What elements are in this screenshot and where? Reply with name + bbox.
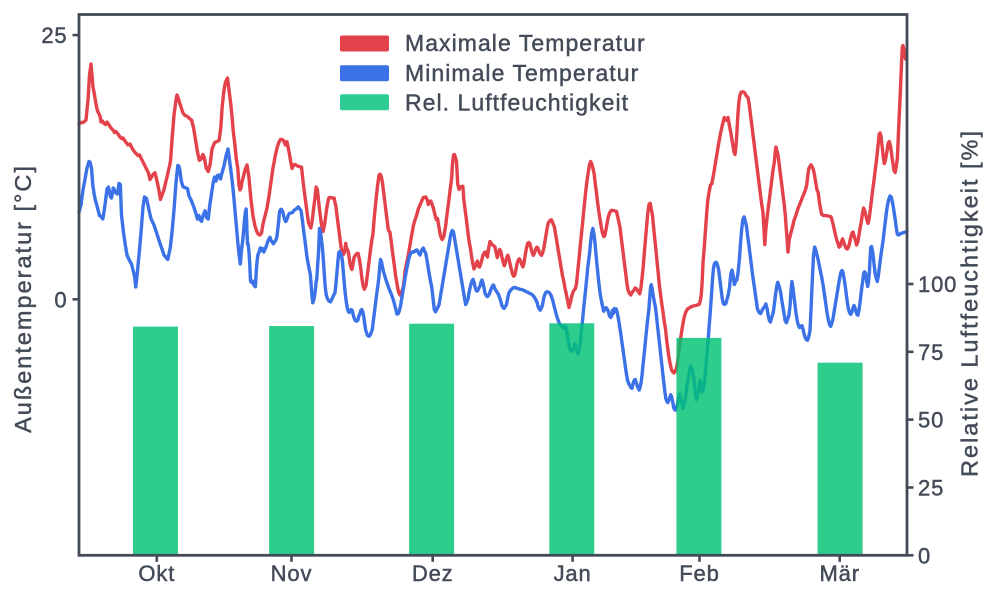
svg-text:25: 25 xyxy=(918,476,944,501)
svg-text:0: 0 xyxy=(54,287,67,312)
svg-text:Feb: Feb xyxy=(679,561,719,586)
svg-text:Mär: Mär xyxy=(819,561,859,586)
svg-text:Maximale Temperatur: Maximale Temperatur xyxy=(405,30,646,56)
svg-text:Rel. Luftfeuchtigkeit: Rel. Luftfeuchtigkeit xyxy=(405,90,629,116)
svg-text:Minimale Temperatur: Minimale Temperatur xyxy=(405,60,639,86)
svg-text:Außentemperatur [°C]: Außentemperatur [°C] xyxy=(10,164,36,433)
svg-text:75: 75 xyxy=(918,340,944,365)
svg-text:Dez: Dez xyxy=(412,561,454,586)
svg-text:100: 100 xyxy=(918,272,957,297)
svg-text:Okt: Okt xyxy=(138,561,175,586)
svg-text:0: 0 xyxy=(918,543,931,568)
svg-text:Relative Luftfeuchtigkeit [%]: Relative Luftfeuchtigkeit [%] xyxy=(957,129,983,477)
svg-text:Nov: Nov xyxy=(271,561,313,586)
svg-text:50: 50 xyxy=(918,408,944,433)
svg-text:Jan: Jan xyxy=(554,561,592,586)
svg-text:25: 25 xyxy=(41,23,67,48)
